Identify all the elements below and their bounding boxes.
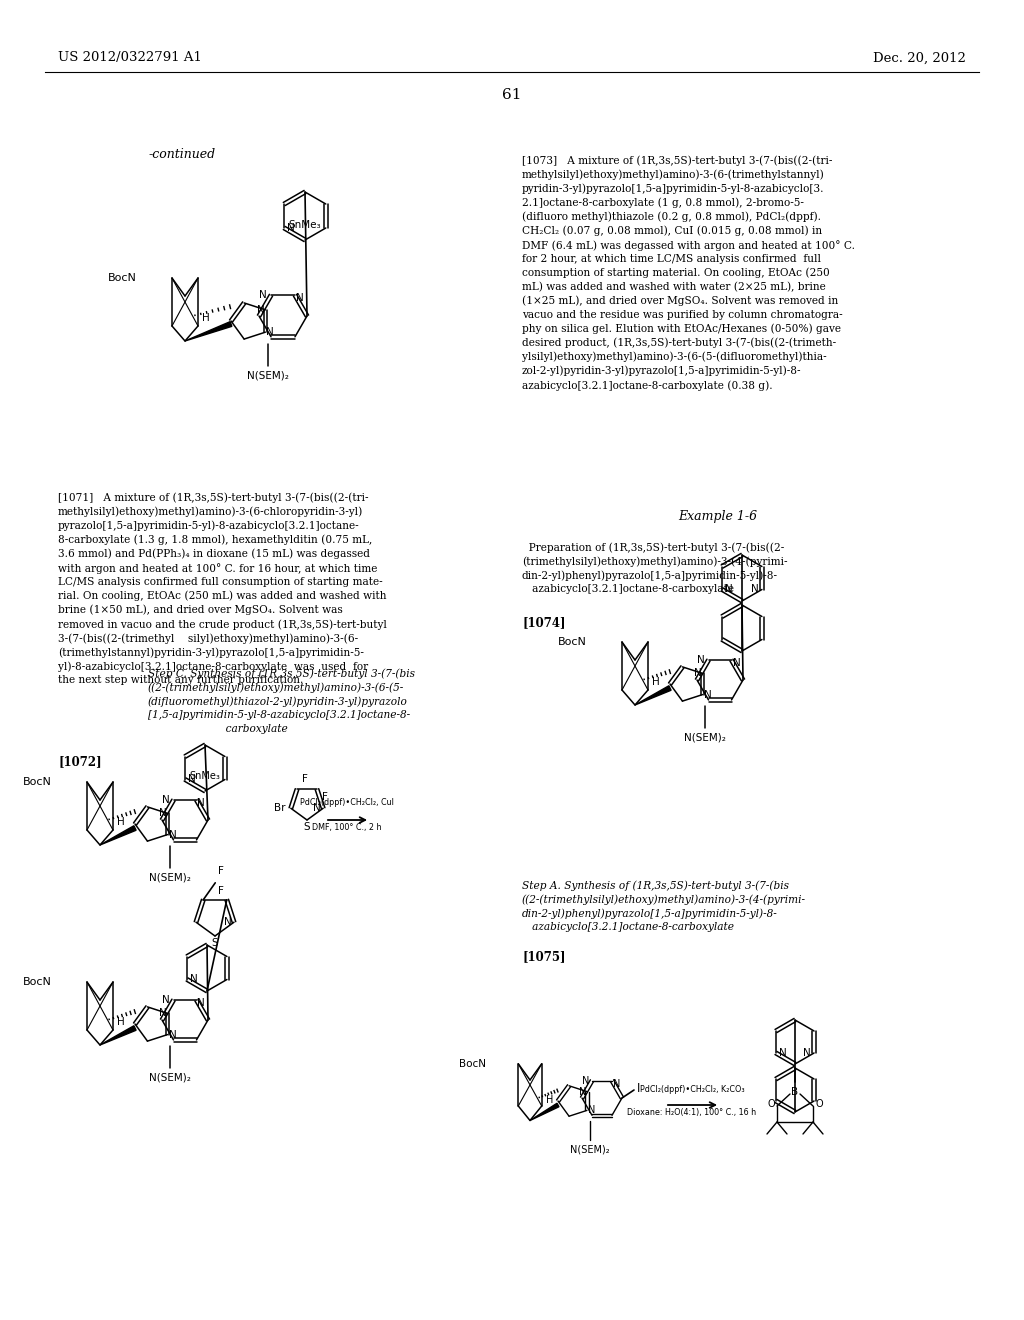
Text: 61: 61 <box>502 88 522 102</box>
Text: N: N <box>224 917 232 927</box>
Text: -continued: -continued <box>148 148 216 161</box>
Text: N: N <box>287 223 295 234</box>
Text: BocN: BocN <box>109 273 137 282</box>
Text: F: F <box>218 886 224 896</box>
Text: N: N <box>703 689 712 700</box>
Text: H: H <box>202 313 210 323</box>
Text: N: N <box>803 1048 811 1059</box>
Text: BocN: BocN <box>459 1059 486 1069</box>
Text: S: S <box>212 939 218 948</box>
Text: F: F <box>218 866 224 875</box>
Text: N: N <box>169 1030 176 1040</box>
Text: N: N <box>752 585 759 594</box>
Text: N(SEM)₂: N(SEM)₂ <box>247 370 289 380</box>
Text: [1074]: [1074] <box>522 616 565 630</box>
Text: N: N <box>169 829 176 840</box>
Text: BocN: BocN <box>24 977 52 987</box>
Text: N: N <box>159 808 167 818</box>
Polygon shape <box>100 1026 136 1045</box>
Text: PdCl₂(dppf)•CH₂Cl₂, CuI: PdCl₂(dppf)•CH₂Cl₂, CuI <box>300 799 394 807</box>
Text: N(SEM)₂: N(SEM)₂ <box>570 1144 610 1154</box>
Text: H: H <box>117 817 125 828</box>
Text: DMF, 100° C., 2 h: DMF, 100° C., 2 h <box>312 822 382 832</box>
Text: Br: Br <box>274 804 286 813</box>
Text: Dioxane: H₂O(4:1), 100° C., 16 h: Dioxane: H₂O(4:1), 100° C., 16 h <box>628 1107 757 1117</box>
Text: N: N <box>198 799 205 808</box>
Text: BocN: BocN <box>24 777 52 787</box>
Text: N: N <box>579 1086 586 1097</box>
Text: N: N <box>159 1008 167 1019</box>
Text: F: F <box>302 775 308 784</box>
Text: Preparation of (1R,3s,5S)-tert-butyl 3-(7-(bis((2-
(trimethylsilyl)ethoxy)methyl: Preparation of (1R,3s,5S)-tert-butyl 3-(… <box>522 543 787 594</box>
Text: N: N <box>696 655 705 665</box>
Text: N(SEM)₂: N(SEM)₂ <box>150 1072 190 1082</box>
Text: N: N <box>779 1048 786 1059</box>
Text: [1072]: [1072] <box>58 755 101 768</box>
Polygon shape <box>100 826 136 845</box>
Text: N: N <box>257 305 264 315</box>
Text: N: N <box>198 998 205 1008</box>
Text: H: H <box>117 1016 125 1027</box>
Text: N: N <box>732 659 740 668</box>
Text: N: N <box>162 795 170 805</box>
Polygon shape <box>635 686 671 705</box>
Text: [1075]: [1075] <box>522 950 565 964</box>
Text: O: O <box>767 1100 775 1109</box>
Text: [1071]   A mixture of (1R,3s,5S)-tert-butyl 3-(7-(bis((2-(tri-
methylsilyl)ethox: [1071] A mixture of (1R,3s,5S)-tert-buty… <box>58 492 387 685</box>
Text: N: N <box>694 668 701 678</box>
Text: B: B <box>792 1086 799 1097</box>
Polygon shape <box>530 1104 559 1121</box>
Text: US 2012/0322791 A1: US 2012/0322791 A1 <box>58 51 202 65</box>
Text: SnMe₃: SnMe₃ <box>289 220 322 230</box>
Text: N: N <box>190 974 198 985</box>
Text: Example 1-6: Example 1-6 <box>679 510 758 523</box>
Text: F: F <box>322 792 328 803</box>
Text: N: N <box>188 775 196 784</box>
Text: O: O <box>815 1100 822 1109</box>
Text: [1073]   A mixture of (1R,3s,5S)-tert-butyl 3-(7-(bis((2-(tri-
methylsilyl)ethox: [1073] A mixture of (1R,3s,5S)-tert-buty… <box>522 154 855 391</box>
Text: N: N <box>613 1078 621 1089</box>
Text: H: H <box>546 1096 553 1105</box>
Text: BocN: BocN <box>558 638 587 647</box>
Polygon shape <box>185 322 231 341</box>
Text: N: N <box>296 293 304 304</box>
Text: N: N <box>588 1105 595 1115</box>
Text: Step C. Synthesis of (1R,3s,5S)-tert-butyl 3-(7-(bis
((2-(trimethylsilyl)ethoxy): Step C. Synthesis of (1R,3s,5S)-tert-but… <box>148 668 415 734</box>
Text: H: H <box>652 677 659 686</box>
Text: N: N <box>313 804 322 813</box>
Text: N: N <box>259 290 267 300</box>
Text: N: N <box>582 1076 589 1085</box>
Text: Step A. Synthesis of (1R,3s,5S)-tert-butyl 3-(7-(bis
((2-(trimethylsilyl)ethoxy): Step A. Synthesis of (1R,3s,5S)-tert-but… <box>522 880 806 932</box>
Text: N: N <box>725 585 733 594</box>
Text: S: S <box>304 822 310 832</box>
Text: Dec. 20, 2012: Dec. 20, 2012 <box>873 51 966 65</box>
Text: PdCl₂(dppf)•CH₂Cl₂, K₂CO₃: PdCl₂(dppf)•CH₂Cl₂, K₂CO₃ <box>640 1085 744 1094</box>
Text: I: I <box>637 1081 640 1094</box>
Text: SnMe₃: SnMe₃ <box>189 771 220 781</box>
Text: N(SEM)₂: N(SEM)₂ <box>150 873 190 882</box>
Text: N: N <box>266 327 274 337</box>
Text: N: N <box>162 995 170 1005</box>
Text: N(SEM)₂: N(SEM)₂ <box>684 733 726 742</box>
